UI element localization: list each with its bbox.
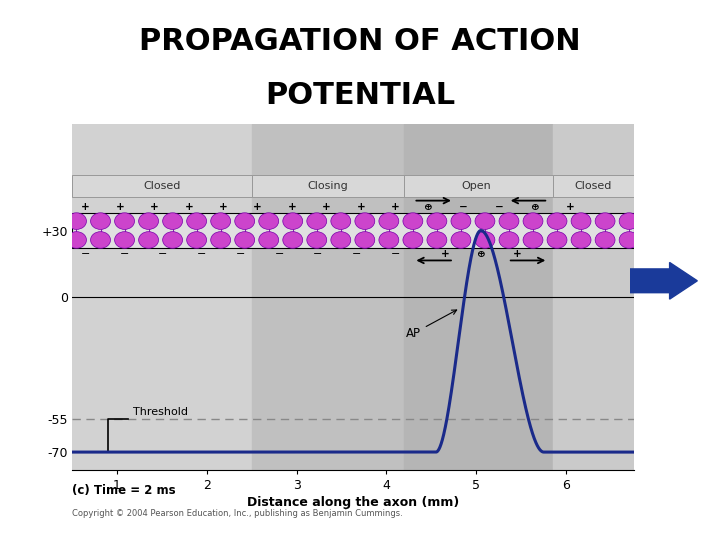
- Ellipse shape: [427, 232, 447, 248]
- FancyArrow shape: [630, 262, 698, 299]
- Text: ⊕: ⊕: [531, 202, 539, 212]
- Ellipse shape: [403, 232, 423, 248]
- Text: ⊕: ⊕: [423, 202, 431, 212]
- Ellipse shape: [163, 213, 183, 230]
- Ellipse shape: [139, 213, 158, 230]
- X-axis label: Distance along the axon (mm): Distance along the axon (mm): [247, 496, 459, 509]
- Bar: [553, 175, 634, 197]
- Bar: [252, 124, 405, 470]
- Ellipse shape: [451, 213, 471, 230]
- Ellipse shape: [379, 232, 399, 248]
- Ellipse shape: [91, 213, 110, 230]
- Ellipse shape: [547, 232, 567, 248]
- Text: +: +: [391, 202, 400, 212]
- Bar: [553, 124, 634, 470]
- Text: +: +: [81, 202, 90, 212]
- Text: POTENTIAL: POTENTIAL: [265, 80, 455, 110]
- Ellipse shape: [211, 232, 230, 248]
- Ellipse shape: [523, 213, 543, 230]
- Ellipse shape: [307, 232, 327, 248]
- Ellipse shape: [258, 232, 279, 248]
- Text: +: +: [441, 249, 449, 259]
- Bar: [252, 175, 405, 197]
- Text: −: −: [459, 202, 467, 212]
- Ellipse shape: [355, 232, 374, 248]
- Ellipse shape: [523, 232, 543, 248]
- Ellipse shape: [66, 213, 86, 230]
- Ellipse shape: [186, 232, 207, 248]
- Ellipse shape: [258, 213, 279, 230]
- Ellipse shape: [66, 232, 86, 248]
- Text: +: +: [253, 202, 262, 212]
- Ellipse shape: [595, 232, 615, 248]
- Text: −: −: [120, 249, 129, 259]
- Text: −: −: [274, 249, 284, 259]
- Ellipse shape: [235, 213, 255, 230]
- Text: AP: AP: [406, 310, 456, 340]
- Text: Closing: Closing: [307, 181, 348, 191]
- Bar: [72, 213, 634, 248]
- Ellipse shape: [571, 213, 591, 230]
- Text: +: +: [513, 249, 521, 259]
- Text: Closed: Closed: [143, 181, 181, 191]
- Text: −: −: [352, 249, 361, 259]
- Ellipse shape: [283, 232, 302, 248]
- Text: PROPAGATION OF ACTION: PROPAGATION OF ACTION: [139, 27, 581, 56]
- Text: −: −: [197, 249, 207, 259]
- Ellipse shape: [331, 213, 351, 230]
- Ellipse shape: [595, 213, 615, 230]
- Text: −: −: [313, 249, 323, 259]
- Bar: [72, 175, 252, 197]
- Bar: [405, 124, 553, 470]
- Text: ⊕: ⊕: [477, 249, 485, 259]
- Text: +: +: [323, 202, 331, 212]
- Bar: [72, 124, 252, 470]
- Text: +: +: [567, 202, 575, 212]
- Ellipse shape: [355, 213, 374, 230]
- Text: Closed: Closed: [575, 181, 612, 191]
- Ellipse shape: [619, 232, 639, 248]
- Ellipse shape: [499, 213, 519, 230]
- Ellipse shape: [499, 232, 519, 248]
- Ellipse shape: [163, 232, 183, 248]
- Ellipse shape: [475, 232, 495, 248]
- Ellipse shape: [186, 213, 207, 230]
- Ellipse shape: [403, 213, 423, 230]
- Text: (c) Time = 2 ms: (c) Time = 2 ms: [72, 484, 176, 497]
- Text: Open: Open: [462, 181, 491, 191]
- Ellipse shape: [475, 213, 495, 230]
- Text: +: +: [219, 202, 228, 212]
- Bar: [405, 175, 553, 197]
- Text: Threshold: Threshold: [133, 407, 188, 417]
- Text: −: −: [158, 249, 168, 259]
- Text: Copyright © 2004 Pearson Education, Inc., publishing as Benjamin Cummings.: Copyright © 2004 Pearson Education, Inc.…: [72, 509, 402, 518]
- Text: +: +: [115, 202, 125, 212]
- Ellipse shape: [379, 213, 399, 230]
- Text: +: +: [184, 202, 193, 212]
- Ellipse shape: [235, 232, 255, 248]
- Text: −: −: [235, 249, 246, 259]
- Ellipse shape: [547, 213, 567, 230]
- Ellipse shape: [283, 213, 302, 230]
- Ellipse shape: [307, 213, 327, 230]
- Text: +: +: [356, 202, 366, 212]
- Ellipse shape: [114, 213, 135, 230]
- Ellipse shape: [331, 232, 351, 248]
- Text: −: −: [391, 249, 400, 259]
- Ellipse shape: [619, 213, 639, 230]
- Text: −: −: [81, 249, 90, 259]
- Text: +: +: [288, 202, 297, 212]
- Ellipse shape: [451, 232, 471, 248]
- Text: −: −: [495, 202, 503, 212]
- Ellipse shape: [571, 232, 591, 248]
- Ellipse shape: [139, 232, 158, 248]
- Text: +: +: [150, 202, 158, 212]
- Ellipse shape: [91, 232, 110, 248]
- Ellipse shape: [211, 213, 230, 230]
- Ellipse shape: [427, 213, 447, 230]
- Ellipse shape: [114, 232, 135, 248]
